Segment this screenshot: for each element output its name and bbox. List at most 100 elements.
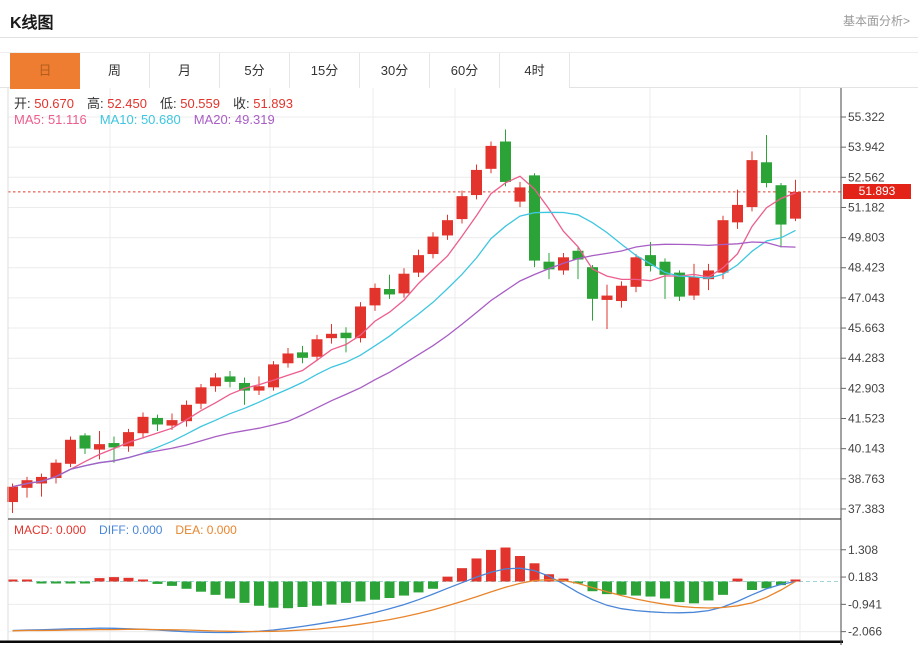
candle-body bbox=[674, 272, 685, 297]
macd-bar bbox=[660, 581, 670, 599]
candle-body bbox=[152, 417, 163, 425]
last-price-badge: 51.893 bbox=[843, 184, 911, 199]
candle-body bbox=[746, 160, 758, 208]
tab-日[interactable]: 日 bbox=[10, 53, 80, 89]
macd-bar bbox=[123, 577, 134, 582]
macd-bar bbox=[152, 581, 163, 584]
price-tick-label: 52.562 bbox=[848, 170, 885, 184]
kline-chart[interactable]: 开: 50.670 高: 52.450 低: 50.559 收: 51.893 MA5… bbox=[0, 88, 918, 645]
candle-body bbox=[268, 364, 279, 388]
tab-30分[interactable]: 30分 bbox=[360, 53, 430, 88]
macd-bar bbox=[732, 578, 743, 582]
candle-body bbox=[616, 285, 627, 302]
tab-周[interactable]: 周 bbox=[80, 53, 150, 88]
macd-bar bbox=[689, 581, 699, 604]
candle-body bbox=[79, 435, 91, 449]
ma5-line bbox=[12, 175, 796, 488]
macd-bar bbox=[471, 558, 482, 582]
readout-pair: DEA: 0.000 bbox=[175, 523, 237, 537]
candle-body bbox=[500, 141, 511, 182]
chart-canvas[interactable]: 55.322 53.942 52.562 51.182 49.803 48.423 47.0… bbox=[0, 88, 918, 645]
macd-bar bbox=[457, 568, 467, 582]
price-tick-label: 49.803 bbox=[848, 231, 885, 245]
price-tick-label: 42.903 bbox=[848, 381, 885, 395]
price-tick-label: 41.523 bbox=[848, 412, 885, 426]
macd-bar bbox=[210, 581, 221, 595]
ma-readout: MA5: 51.116 MA10: 50.680 MA20: 49.319 bbox=[14, 112, 288, 127]
price-tick-label: 37.383 bbox=[848, 502, 885, 516]
bottom-axis bbox=[0, 640, 843, 643]
macd-tick-label: -2.066 bbox=[848, 625, 882, 639]
fundamental-analysis-link[interactable]: 基本面分析> bbox=[842, 14, 910, 28]
candle-body bbox=[543, 261, 555, 270]
macd-bar bbox=[587, 581, 598, 592]
price-tick-label: 38.763 bbox=[848, 472, 885, 486]
candle-body bbox=[94, 444, 105, 450]
macd-bar bbox=[109, 577, 119, 582]
macd-bar bbox=[167, 581, 177, 586]
candle-body bbox=[123, 432, 134, 447]
macd-bar bbox=[370, 581, 380, 600]
candle-body bbox=[601, 295, 613, 300]
tab-60分[interactable]: 60分 bbox=[430, 53, 500, 88]
candle-body bbox=[50, 462, 62, 479]
candle-body bbox=[326, 333, 337, 339]
tab-5分[interactable]: 5分 bbox=[220, 53, 290, 88]
candle-body bbox=[340, 332, 352, 339]
candle-body bbox=[108, 443, 120, 448]
price-tick-label: 44.283 bbox=[848, 351, 885, 365]
candle-body bbox=[529, 175, 540, 261]
candle-body bbox=[181, 404, 192, 422]
readout-pair: MA10: 50.680 bbox=[99, 112, 181, 127]
readout-pair: 收: 51.893 bbox=[233, 96, 293, 111]
macd-bar bbox=[703, 581, 714, 601]
macd-bar bbox=[239, 581, 250, 603]
macd-tick-label: 0.183 bbox=[848, 570, 878, 584]
candle-body bbox=[166, 420, 178, 426]
price-tick-label: 51.182 bbox=[848, 200, 885, 214]
candle-body bbox=[630, 257, 642, 287]
candle-body bbox=[253, 386, 265, 391]
candle-body bbox=[297, 352, 308, 358]
macd-bar bbox=[51, 581, 61, 584]
candle-body bbox=[355, 306, 366, 339]
candle-body bbox=[775, 185, 787, 225]
macd-bar bbox=[355, 581, 366, 602]
candle-body bbox=[7, 486, 18, 503]
candle-body bbox=[572, 250, 584, 260]
macd-bar bbox=[312, 581, 322, 606]
tab-月[interactable]: 月 bbox=[150, 53, 220, 88]
tab-15分[interactable]: 15分 bbox=[290, 53, 360, 88]
macd-bar bbox=[22, 579, 32, 582]
macd-bar bbox=[65, 581, 76, 584]
macd-bar bbox=[181, 581, 192, 589]
readout-pair: MA20: 49.319 bbox=[193, 112, 275, 127]
candle-body bbox=[65, 439, 76, 464]
macd-bar bbox=[80, 581, 90, 584]
macd-bar bbox=[326, 581, 337, 605]
macd-bar bbox=[747, 581, 757, 590]
candle-body bbox=[717, 220, 729, 273]
macd-bar bbox=[413, 581, 424, 593]
tab-4时[interactable]: 4时 bbox=[500, 53, 570, 88]
macd-bar bbox=[616, 581, 627, 595]
candle-body bbox=[398, 273, 410, 294]
price-tick-label: 45.663 bbox=[848, 321, 885, 335]
candle-body bbox=[485, 145, 497, 169]
macd-bar bbox=[718, 581, 728, 595]
macd-bar bbox=[341, 581, 351, 603]
readout-pair: DIFF: 0.000 bbox=[99, 523, 163, 537]
macd-bar bbox=[138, 579, 148, 582]
price-tick-label: 47.043 bbox=[848, 291, 885, 305]
macd-bar bbox=[225, 581, 235, 599]
candle-body bbox=[587, 267, 598, 299]
candle-body bbox=[427, 236, 439, 255]
readout-pair: 低: 50.559 bbox=[160, 96, 220, 111]
macd-bar bbox=[36, 581, 47, 584]
candle-body bbox=[224, 376, 236, 382]
macd-bar bbox=[631, 581, 641, 596]
price-tick-label: 48.423 bbox=[848, 261, 885, 275]
macd-bar bbox=[428, 581, 438, 589]
macd-bar bbox=[384, 581, 395, 599]
candle-body bbox=[514, 187, 526, 202]
